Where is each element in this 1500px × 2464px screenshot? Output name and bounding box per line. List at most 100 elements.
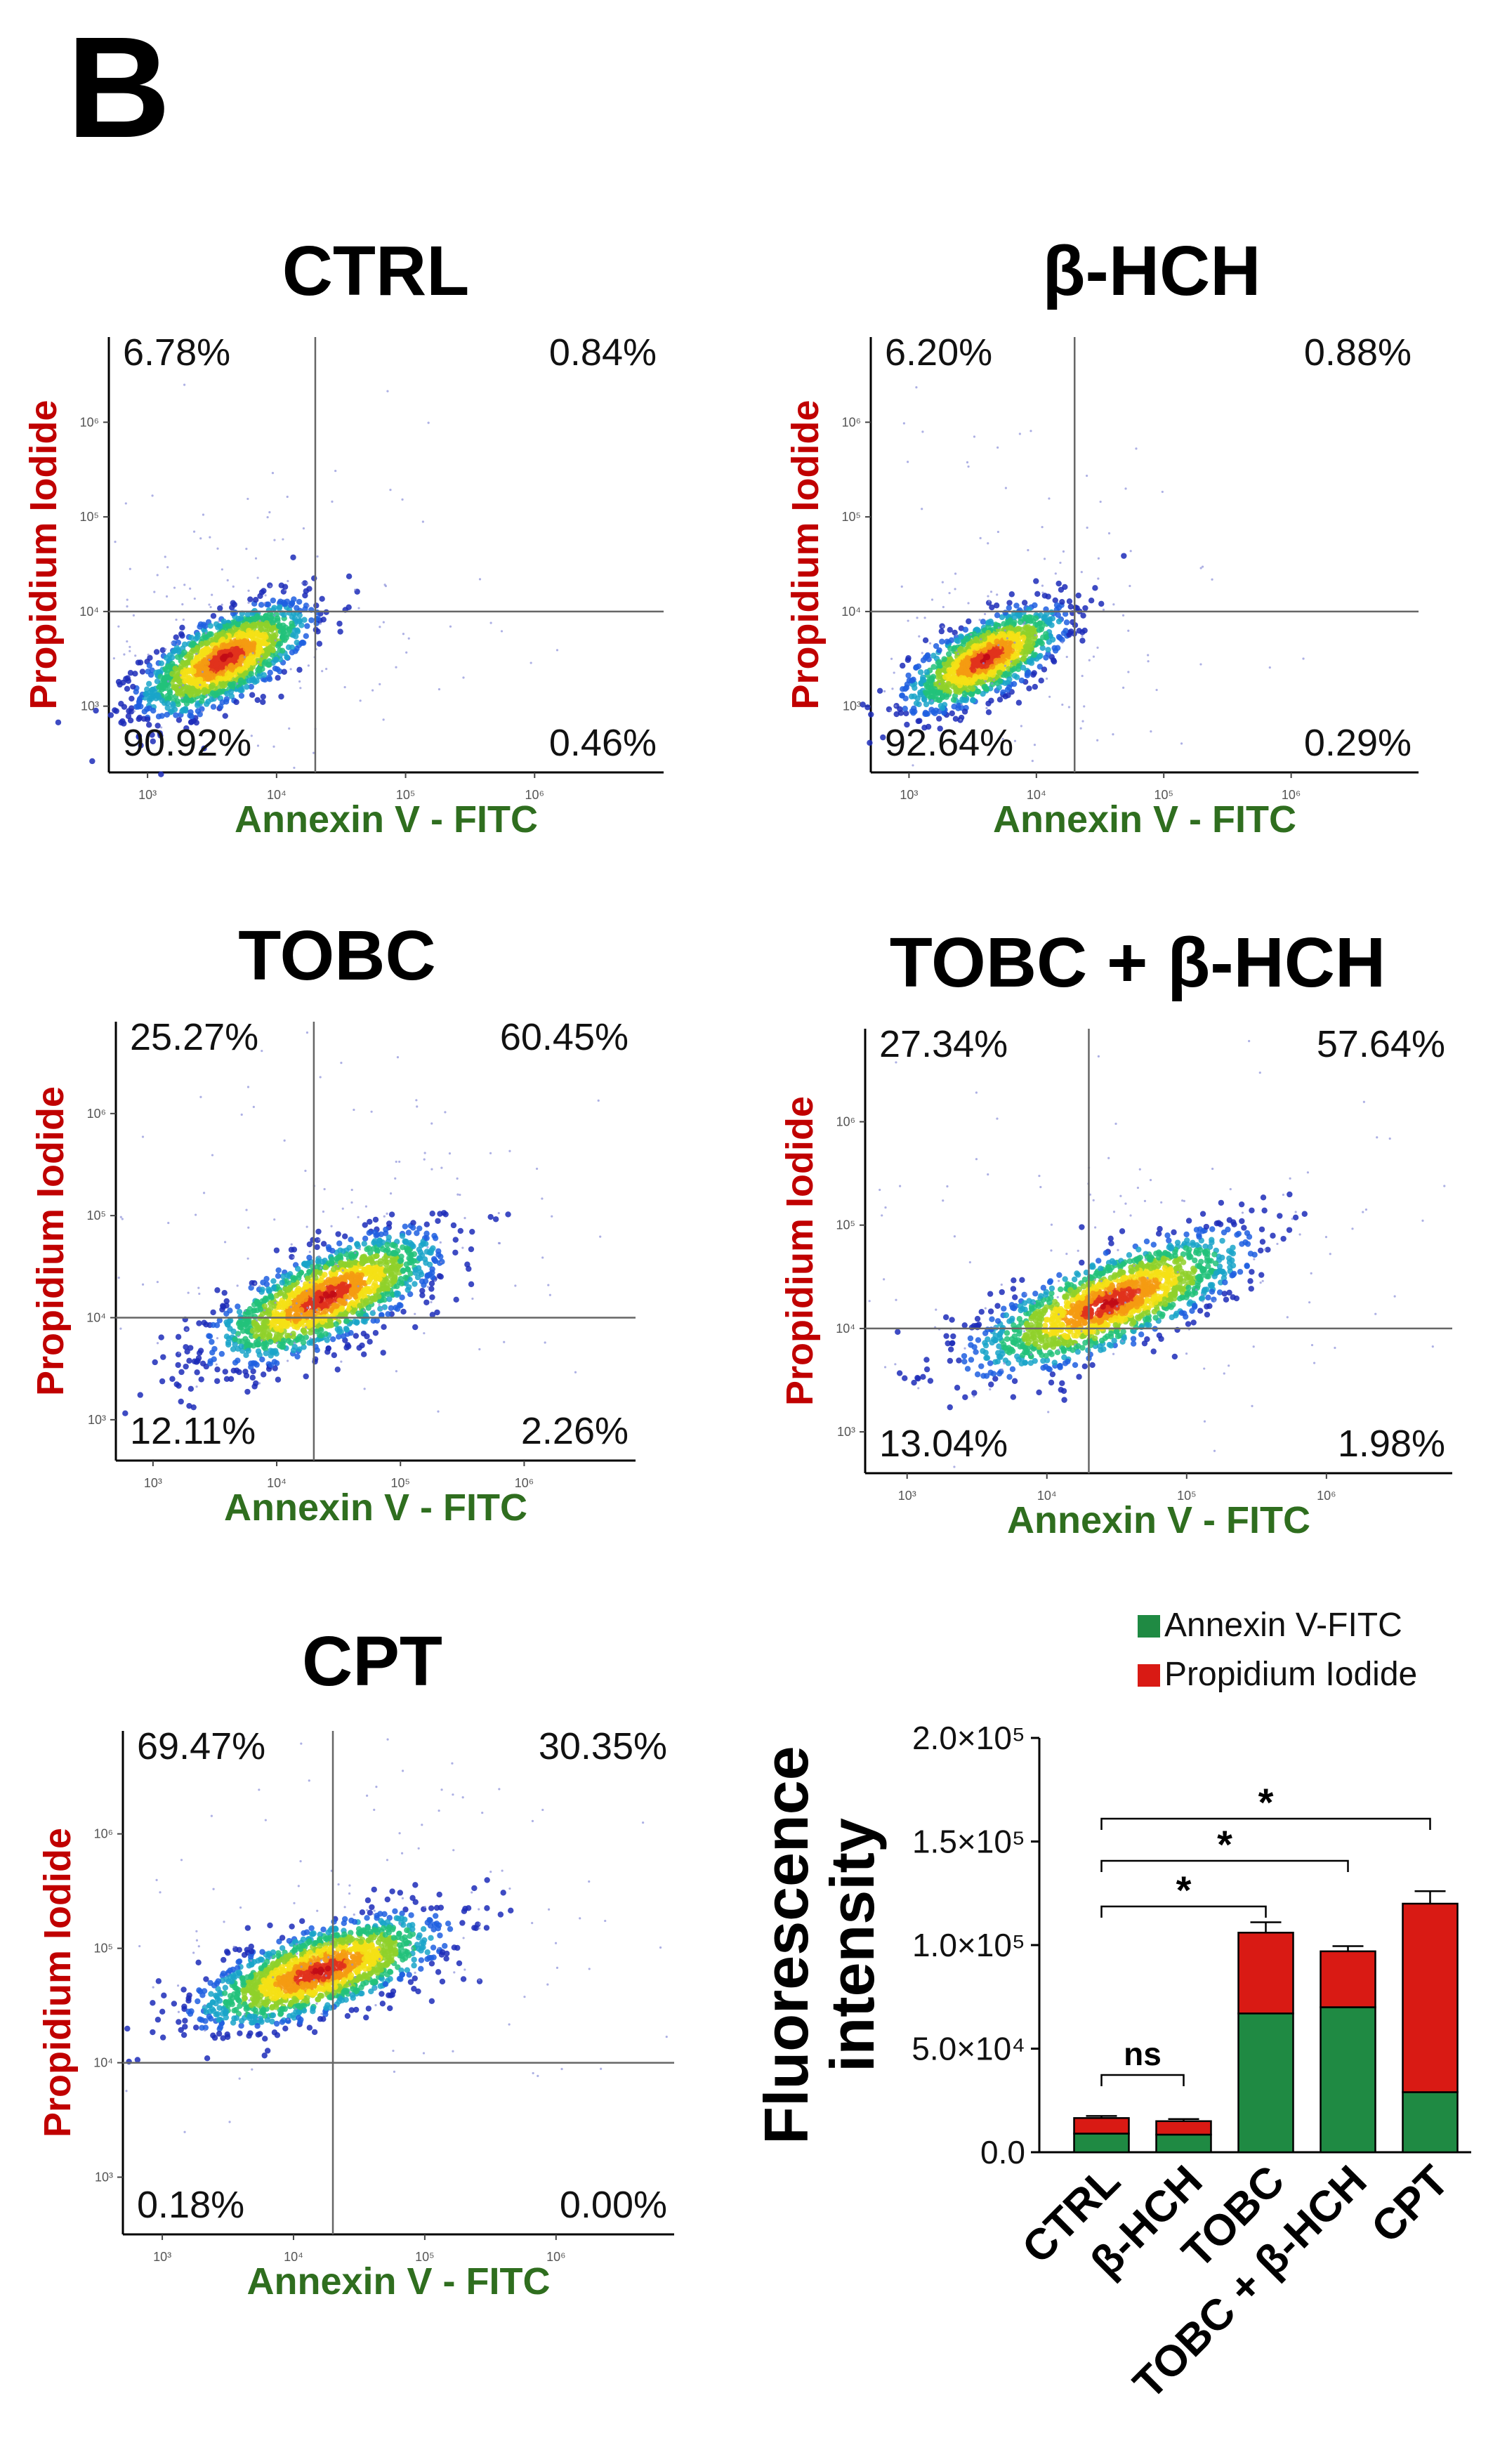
event-dot	[170, 649, 177, 655]
event-dot	[154, 678, 161, 685]
event-dot	[193, 646, 200, 652]
quadrant-upper-right: 0.84%	[549, 331, 657, 374]
event-dot	[466, 1265, 472, 1272]
event-dot	[928, 706, 935, 713]
outlier-dot	[363, 1309, 366, 1312]
outlier-dot	[176, 643, 179, 646]
event-dot	[362, 1235, 369, 1242]
event-dot	[289, 644, 295, 651]
event-dot	[1022, 643, 1029, 650]
y-tick-label: 10⁴	[86, 1311, 106, 1325]
event-dot	[423, 1221, 430, 1227]
outlier-dot	[199, 1095, 202, 1098]
event-dot	[876, 687, 883, 694]
event-dot	[1023, 625, 1030, 631]
event-dot	[362, 1222, 368, 1228]
outlier-dot	[1092, 655, 1096, 658]
event-dot	[421, 1256, 428, 1263]
outlier-dot	[989, 591, 993, 593]
outlier-dot	[500, 630, 504, 633]
event-dot	[336, 1297, 343, 1304]
event-dot	[229, 605, 235, 611]
event-dot	[917, 689, 923, 696]
event-dot	[1010, 654, 1017, 661]
outlier-dot	[461, 1246, 464, 1249]
event-dot	[238, 1343, 244, 1350]
outlier-dot	[305, 1326, 308, 1329]
event-dot	[236, 1308, 243, 1315]
outlier-dot	[1122, 686, 1125, 690]
event-dot	[487, 1213, 494, 1220]
event-dot	[1218, 1199, 1225, 1206]
event-dot	[292, 1299, 299, 1306]
outlier-dot	[258, 619, 261, 622]
outlier-dot	[247, 601, 250, 604]
event-dot	[395, 1291, 402, 1297]
outlier-dot	[883, 690, 886, 693]
event-dot	[291, 1246, 298, 1253]
outlier-dot	[193, 597, 196, 600]
outlier-dot	[1155, 688, 1158, 692]
outlier-dot	[251, 652, 254, 654]
event-dot	[971, 643, 978, 650]
x-tick-label: 10⁶	[1282, 788, 1301, 802]
outlier-dot	[126, 605, 129, 608]
quadrant-upper-left: 6.20%	[885, 331, 992, 374]
outlier-dot	[1034, 634, 1037, 637]
event-dot	[164, 711, 171, 718]
outlier-dot	[192, 530, 196, 533]
outlier-dot	[195, 1385, 198, 1388]
event-dot	[428, 1286, 435, 1292]
outlier-dot	[261, 1049, 263, 1053]
event-dot	[391, 1277, 397, 1284]
outlier-dot	[921, 508, 923, 510]
event-dot	[412, 1324, 419, 1331]
outlier-dot	[256, 1319, 258, 1322]
outlier-dot	[955, 650, 958, 652]
event-dot	[197, 1348, 204, 1354]
outlier-dot	[921, 430, 924, 433]
event-dot	[963, 678, 970, 684]
event-dot	[357, 1293, 364, 1299]
event-dot	[294, 645, 300, 652]
event-dot	[164, 700, 171, 706]
quadrant-lower-left: 92.64%	[885, 722, 1013, 764]
event-dot	[322, 1307, 329, 1315]
outlier-dot	[1121, 614, 1125, 617]
outlier-dot	[261, 1339, 263, 1342]
outlier-dot	[401, 498, 404, 501]
event-dot	[419, 1278, 426, 1285]
event-dot	[403, 1261, 410, 1267]
event-dot	[927, 1378, 934, 1384]
outlier-dot	[1112, 733, 1114, 736]
outlier-dot	[183, 584, 186, 586]
event-dot	[1067, 603, 1074, 610]
event-dot	[289, 649, 296, 656]
event-dot	[947, 1404, 953, 1411]
event-dot	[1051, 658, 1058, 665]
event-dot	[412, 1281, 418, 1287]
event-dot	[1138, 1331, 1145, 1338]
quadrant-lower-right: 2.26%	[521, 1410, 629, 1452]
event-dot	[360, 1351, 367, 1357]
outlier-dot	[423, 1332, 426, 1335]
event-dot	[986, 642, 992, 648]
event-dot	[244, 1388, 251, 1395]
outlier-dot	[430, 1122, 433, 1125]
event-dot	[129, 695, 135, 702]
x-tick-label: 10⁵	[396, 788, 415, 802]
event-dot	[263, 1319, 270, 1325]
event-dot	[419, 1287, 426, 1294]
outlier-dot	[548, 1293, 551, 1296]
outlier-dot	[354, 1251, 357, 1254]
outlier-dot	[1006, 637, 1008, 640]
event-dot	[212, 692, 218, 699]
event-dot	[183, 725, 190, 732]
outlier-dot	[187, 1291, 190, 1294]
event-dot	[416, 1225, 423, 1232]
event-dot	[276, 603, 283, 610]
outlier-dot	[1031, 760, 1034, 763]
event-dot	[174, 698, 180, 704]
event-dot	[367, 1289, 373, 1295]
